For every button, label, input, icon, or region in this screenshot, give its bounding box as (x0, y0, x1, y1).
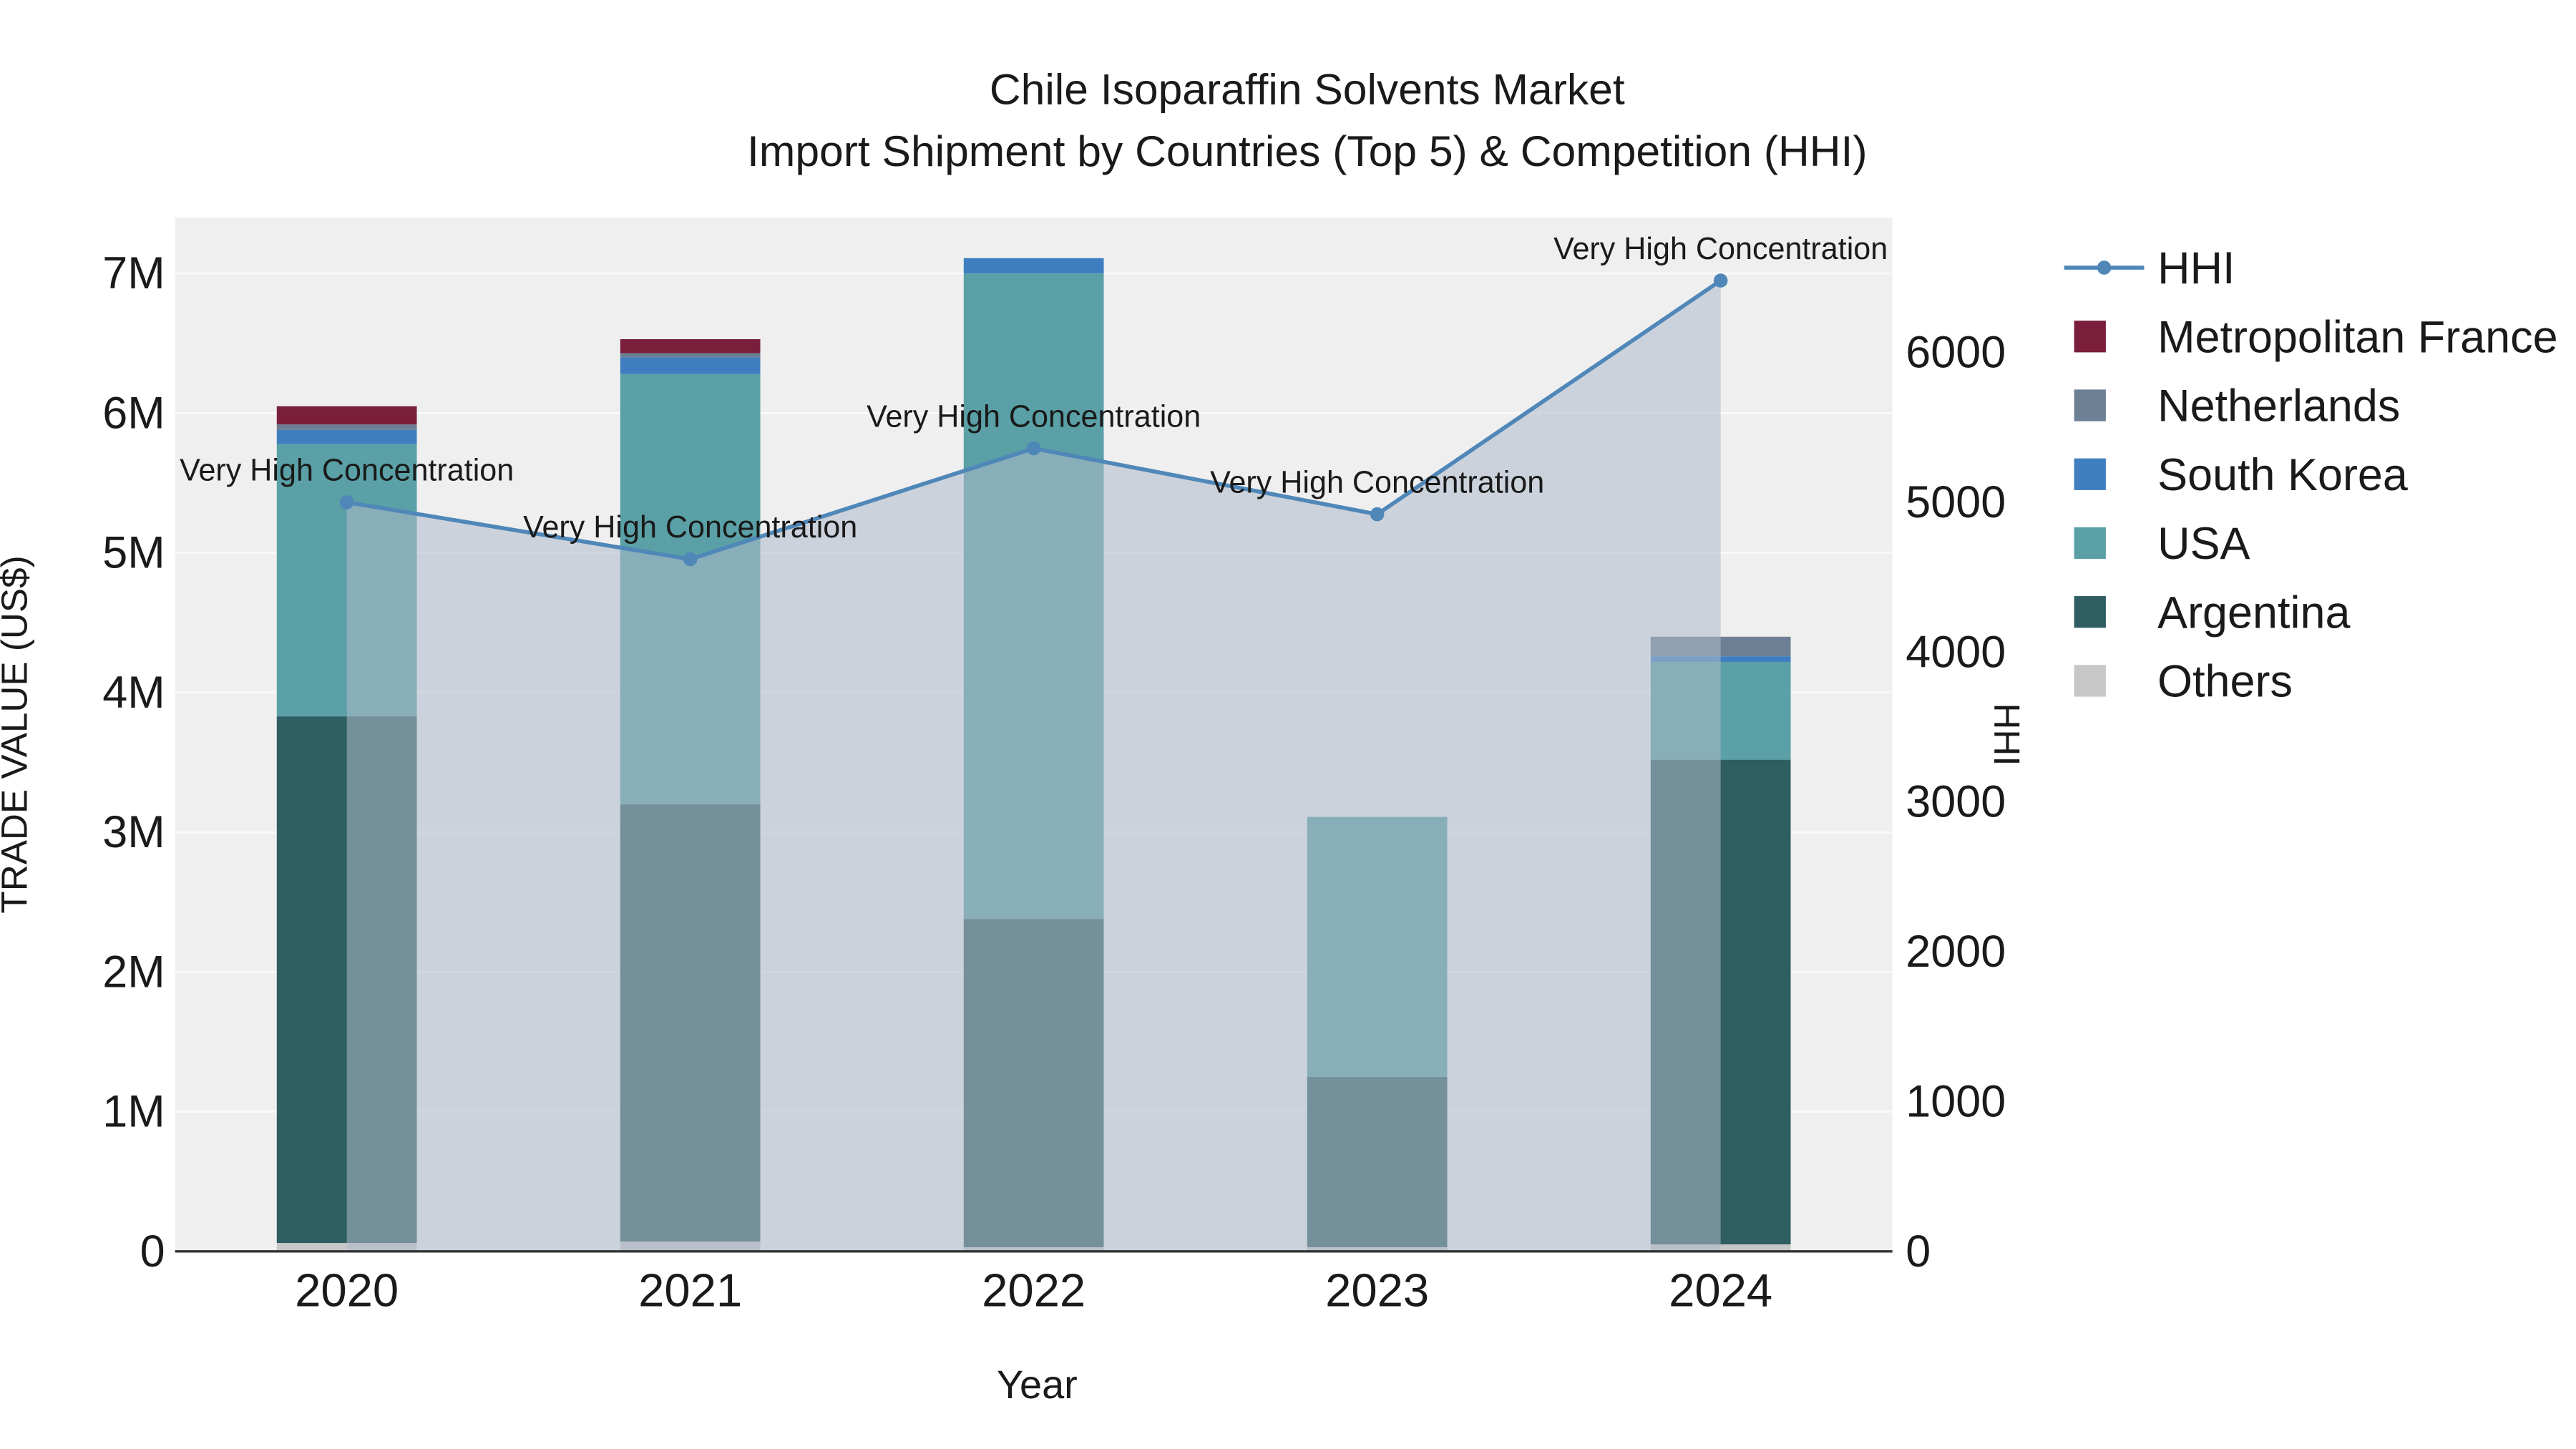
y-left-tick-4m: 4M (102, 668, 165, 718)
x-tick-2024: 2024 (1669, 1264, 1772, 1317)
annotation-2021: Very High Concentration (523, 510, 857, 545)
y-right-tick-2000: 2000 (1906, 927, 2006, 977)
bar-segment-south-korea-2022 (963, 258, 1104, 274)
y-left-axis-label: TRADE VALUE (US$) (0, 555, 34, 913)
annotation-2020: Very High Concentration (180, 454, 514, 488)
x-tick-2021: 2021 (638, 1264, 742, 1317)
legend-label: Netherlands (2157, 381, 2400, 431)
legend-label: USA (2157, 519, 2250, 569)
annotation-2023: Very High Concentration (1210, 465, 1544, 499)
legend-item-argentina[interactable]: Argentina (2074, 587, 2351, 638)
hhi-area-fill (346, 280, 1721, 1252)
bar-segment-metropolitan-france-2020 (276, 406, 417, 425)
y-left-tick-5m: 5M (102, 528, 165, 578)
bar-segment-south-korea-2021 (620, 357, 761, 374)
y-left-tick-0: 0 (140, 1226, 165, 1277)
plot-layer: Very High Concentration Very High Concent… (102, 218, 2006, 1317)
legend: HHI Metropolitan France Netherlands South K… (2064, 243, 2558, 707)
legend-label: Metropolitan France (2157, 312, 2557, 362)
y-right-tick-0: 0 (1906, 1226, 1931, 1277)
hhi-point-2024 (1713, 273, 1728, 288)
legend-label: South Korea (2157, 450, 2408, 500)
y-left-tick-6m: 6M (102, 388, 165, 438)
legend-item-others[interactable]: Others (2074, 657, 2293, 707)
legend-item-usa[interactable]: USA (2074, 519, 2250, 569)
x-tick-2022: 2022 (982, 1264, 1085, 1317)
legend-swatch-icon (2074, 458, 2106, 490)
bar-segment-metropolitan-france-2021 (620, 338, 761, 353)
bar-segment-netherlands-2021 (620, 353, 761, 358)
y-right-axis-label: HHI (1986, 703, 2027, 766)
legend-swatch-icon (2074, 665, 2106, 697)
y-left-tick-3m: 3M (102, 807, 165, 857)
y-right-tick-5000: 5000 (1906, 477, 2006, 527)
legend-item-metropolitan-france[interactable]: Metropolitan France (2074, 312, 2558, 362)
legend-label: HHI (2157, 243, 2235, 293)
legend-item-netherlands[interactable]: Netherlands (2074, 381, 2401, 431)
legend-item-south-korea[interactable]: South Korea (2074, 450, 2408, 500)
bar-segment-netherlands-2020 (276, 424, 417, 430)
y-left-tick-1m: 1M (102, 1087, 165, 1137)
hhi-point-2022 (1026, 441, 1041, 456)
bar-segment-south-korea-2020 (276, 429, 417, 444)
legend-label: Others (2157, 657, 2293, 707)
annotation-2024: Very High Concentration (1553, 232, 1888, 266)
x-tick-2020: 2020 (295, 1264, 399, 1317)
legend-item-hhi[interactable]: HHI (2064, 243, 2235, 293)
legend-label: Argentina (2157, 587, 2350, 638)
y-right-tick-3000: 3000 (1906, 777, 2006, 827)
legend-swatch-icon (2074, 596, 2106, 628)
hhi-point-2021 (683, 552, 698, 567)
legend-swatch-icon (2074, 527, 2106, 560)
annotation-2022: Very High Concentration (867, 399, 1201, 434)
legend-swatch-icon (2074, 389, 2106, 421)
y-right-tick-4000: 4000 (1906, 627, 2006, 677)
hhi-point-2020 (339, 495, 354, 509)
y-left-tick-7m: 7M (102, 248, 165, 298)
chart-title-line2: Import Shipment by Countries (Top 5) & C… (747, 127, 1868, 175)
legend-dot-icon (2097, 260, 2112, 275)
y-right-tick-1000: 1000 (1906, 1076, 2006, 1126)
hhi-point-2023 (1370, 507, 1385, 522)
y-left-tick-2m: 2M (102, 947, 165, 997)
x-axis-label: Year (997, 1362, 1078, 1407)
x-tick-2023: 2023 (1325, 1264, 1429, 1317)
chart-title-line1: Chile Isoparaffin Solvents Market (990, 65, 1625, 114)
legend-swatch-icon (2074, 321, 2106, 353)
y-right-tick-6000: 6000 (1906, 328, 2006, 378)
